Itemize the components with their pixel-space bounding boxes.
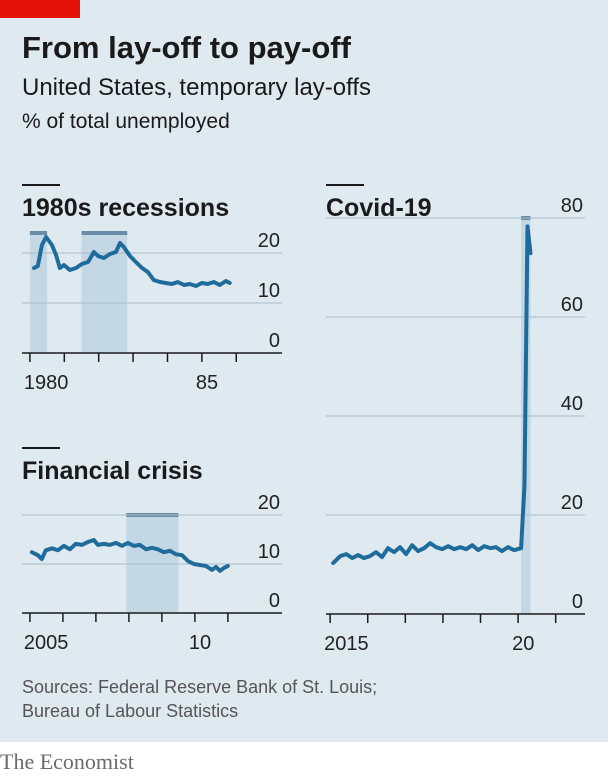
recession-shade [29, 233, 48, 353]
panel-title: 1980s recessions [22, 194, 229, 222]
source: Bureau of Labour Statistics [22, 701, 238, 721]
unit: % of total unemployed [22, 110, 230, 133]
x-tick-label: 85 [196, 372, 218, 394]
data-line [331, 224, 533, 566]
y-tick-label: 20 [258, 492, 280, 514]
x-tick-label: 2005 [24, 632, 68, 654]
y-tick-label: 0 [572, 591, 583, 613]
recession-bar [81, 231, 128, 235]
y-tick-label: 0 [269, 330, 280, 352]
panel-title: Financial crisis [22, 457, 203, 485]
y-tick-label: 20 [561, 492, 583, 514]
title: From lay-off to pay-off [22, 30, 352, 65]
recession-shade [81, 233, 128, 353]
title-bar [22, 447, 60, 449]
source: Sources: Federal Reserve Bank of St. Lou… [22, 677, 377, 697]
x-tick-label: 1980 [24, 372, 68, 394]
recession-bar [29, 231, 48, 235]
y-tick-label: 40 [561, 393, 583, 415]
data-line [32, 235, 232, 288]
brand: The Economist [0, 749, 134, 774]
title-bar [326, 184, 364, 186]
data-line [29, 537, 230, 573]
red-tag [0, 0, 80, 18]
panel-title: Covid-19 [326, 194, 432, 222]
y-tick-label: 0 [269, 590, 280, 612]
title-bar [22, 184, 60, 186]
y-tick-label: 10 [258, 280, 280, 302]
y-tick-label: 10 [258, 541, 280, 563]
subtitle: United States, temporary lay-offs [22, 74, 371, 101]
y-tick-label: 60 [561, 294, 583, 316]
x-tick-label: 2015 [324, 633, 369, 655]
y-tick-label: 20 [258, 230, 280, 252]
x-tick-label: 10 [189, 632, 211, 654]
x-tick-label: 20 [512, 633, 534, 655]
y-tick-label: 80 [561, 195, 583, 217]
background [0, 0, 608, 742]
